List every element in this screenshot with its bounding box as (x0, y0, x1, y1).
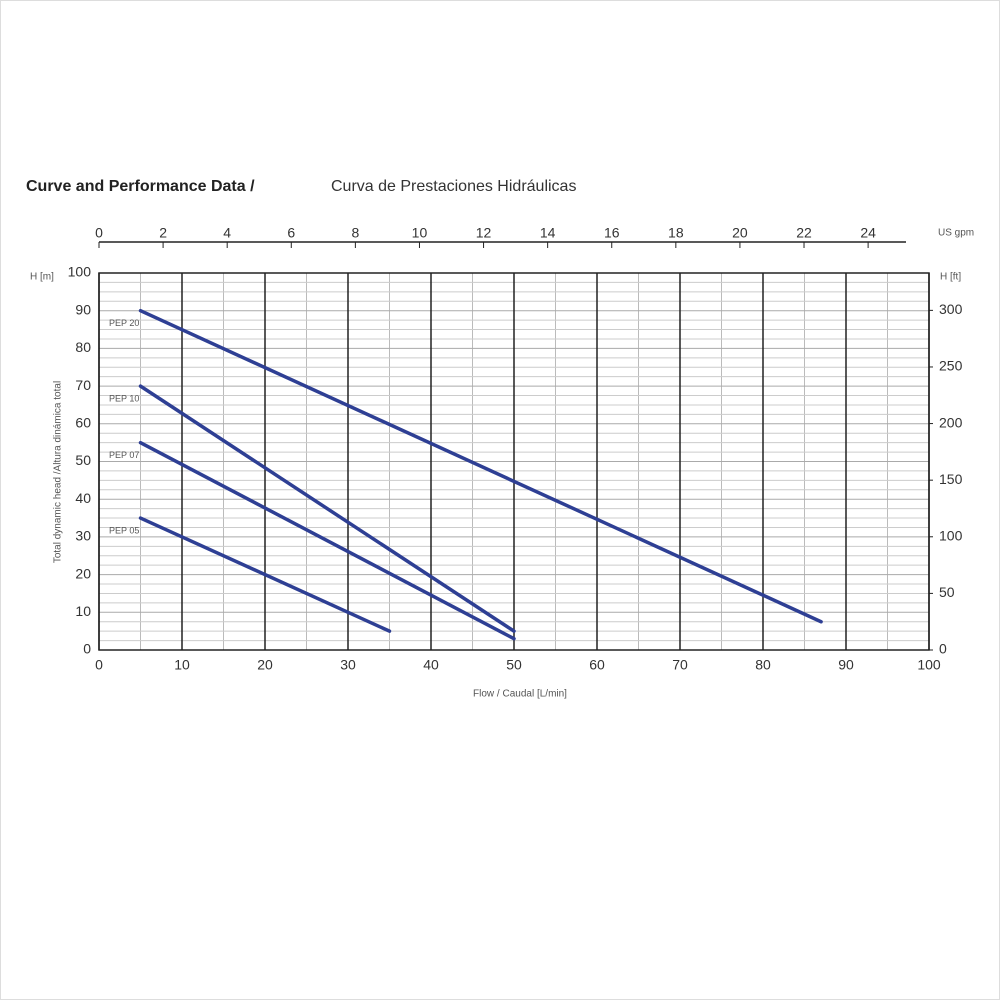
y-axis-label: Total dynamic head /Altura dinámica tota… (53, 381, 64, 563)
x-tick-label: 70 (672, 657, 688, 673)
x2-tick-label: 14 (540, 225, 556, 241)
x-tick-label: 90 (838, 657, 854, 673)
x2-tick-label: 8 (351, 225, 359, 241)
x-axis-label: Flow / Caudal [L/min] (473, 689, 567, 700)
chart-title: Curve and Performance Data / (26, 178, 255, 195)
x2-tick-label: 2 (159, 225, 167, 241)
x-tick-label: 30 (340, 657, 356, 673)
y-tick-label: 0 (83, 641, 91, 657)
y2-tick-label: 0 (939, 641, 947, 657)
x-tick-label: 0 (95, 657, 103, 673)
y2-tick-label: 50 (939, 584, 955, 600)
y2-tick-label: 300 (939, 301, 963, 317)
chart-subtitle: Curva de Prestaciones Hidráulicas (331, 178, 576, 195)
y2-tick-label: 150 (939, 471, 963, 487)
y-tick-label: 10 (75, 603, 91, 619)
x-tick-label: 100 (917, 657, 941, 673)
series-line (138, 440, 516, 641)
y2-unit: H [ft] (940, 272, 961, 283)
series-label: PEP 10 (109, 393, 139, 403)
series-label: PEP 07 (109, 450, 139, 460)
x2-unit: US gpm (938, 228, 974, 239)
x2-tick-label: 10 (412, 225, 428, 241)
series-line (138, 308, 823, 624)
y-tick-label: 70 (75, 377, 91, 393)
x-tick-label: 10 (174, 657, 190, 673)
x-tick-label: 40 (423, 657, 439, 673)
x-tick-label: 50 (506, 657, 522, 673)
x-tick-label: 80 (755, 657, 771, 673)
y-tick-label: 90 (75, 301, 91, 317)
series-line (138, 516, 392, 633)
series-label: PEP 05 (109, 525, 139, 535)
x2-tick-label: 4 (223, 225, 231, 241)
x2-tick-label: 16 (604, 225, 620, 241)
x-tick-label: 60 (589, 657, 605, 673)
y-tick-label: 80 (75, 339, 91, 355)
x2-tick-label: 20 (732, 225, 748, 241)
y2-tick-label: 250 (939, 358, 963, 374)
x2-tick-label: 12 (476, 225, 492, 241)
x2-tick-label: 0 (95, 225, 103, 241)
y-tick-label: 20 (75, 565, 91, 581)
series-label: PEP 20 (109, 318, 139, 328)
y2-tick-label: 100 (939, 527, 963, 543)
y-tick-label: 60 (75, 415, 91, 431)
x-tick-label: 20 (257, 657, 273, 673)
x2-tick-label: 22 (796, 225, 812, 241)
x2-tick-label: 24 (860, 225, 876, 241)
y-tick-label: 50 (75, 452, 91, 468)
x2-tick-label: 18 (668, 225, 684, 241)
y-unit: H [m] (30, 272, 54, 283)
plot-frame (98, 272, 930, 651)
series-line (138, 384, 516, 633)
x2-tick-label: 6 (287, 225, 295, 241)
y-tick-label: 40 (75, 490, 91, 506)
y-tick-label: 100 (68, 264, 92, 280)
y2-tick-label: 200 (939, 414, 963, 430)
y-tick-label: 30 (75, 528, 91, 544)
